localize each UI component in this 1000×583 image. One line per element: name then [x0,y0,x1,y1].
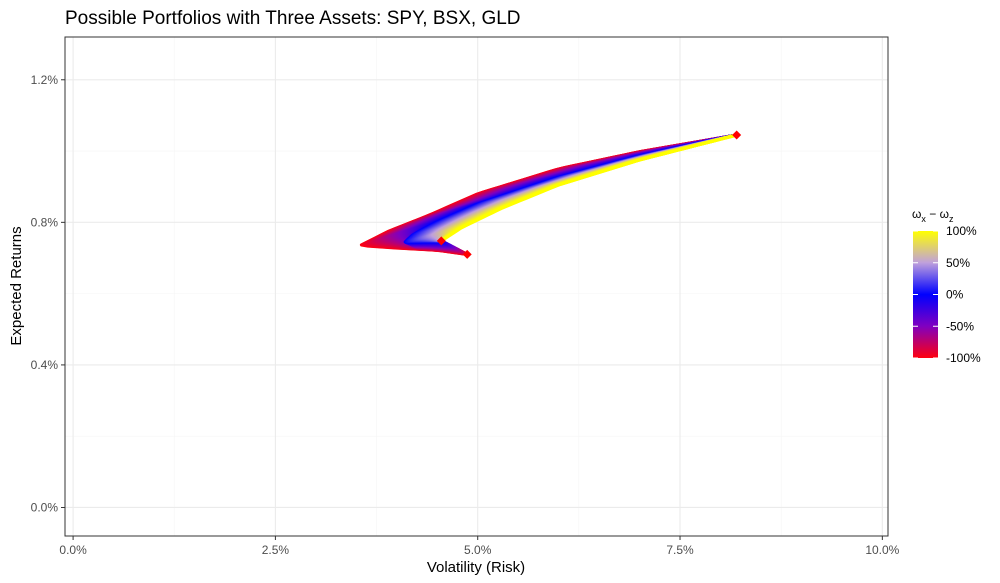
legend-entry-label: -50% [946,319,974,333]
legend-entry-label: 0% [946,288,964,302]
y-axis-title: Expected Returns [8,226,25,345]
asset-marker [732,130,742,140]
asset-marker [462,249,472,259]
plot-panel-border [64,36,889,537]
legend-entry-label: -100% [946,351,981,365]
legend-entry-label: 50% [946,256,970,270]
x-tick-label: 5.0% [464,543,492,557]
asset-marker [436,236,446,246]
legend-entry-label: 100% [946,224,977,238]
y-tick-label: 0.0% [31,500,59,514]
x-axis-title: Volatility (Risk) [427,559,525,576]
legend-ticks: 100% 50% 0% -50% -100% [913,224,981,365]
x-tick-label: 2.5% [262,543,290,557]
y-tick-label: 0.4% [31,358,59,372]
legend: ωx − ωz 100%50%0%-50%-100% [912,207,981,365]
legend-title-sub-1: x [921,214,926,224]
portfolio-curve [439,133,739,243]
y-tick-label: 0.8% [31,215,59,229]
x-tick-label: 7.5% [666,543,694,557]
x-axis: 0.0% 2.5% 5.0% 7.5% 10.0% [59,536,900,557]
legend-title: ωx − ωz [912,207,954,224]
x-tick-label: 10.0% [865,543,899,557]
y-axis: 0.0% 0.4% 0.8% 1.2% [31,73,65,514]
asset-markers [436,130,742,259]
legend-title-sub-2: z [949,214,954,224]
grid [65,37,888,536]
legend-title-symbol-1: ω [912,207,921,221]
chart-title: Possible Portfolios with Three Assets: S… [65,8,521,29]
legend-title-symbol-2: ω [940,207,949,221]
x-tick-label: 0.0% [59,543,87,557]
legend-title-op: − [926,207,940,221]
y-tick-label: 1.2% [31,73,59,87]
portfolio-region [359,133,739,257]
